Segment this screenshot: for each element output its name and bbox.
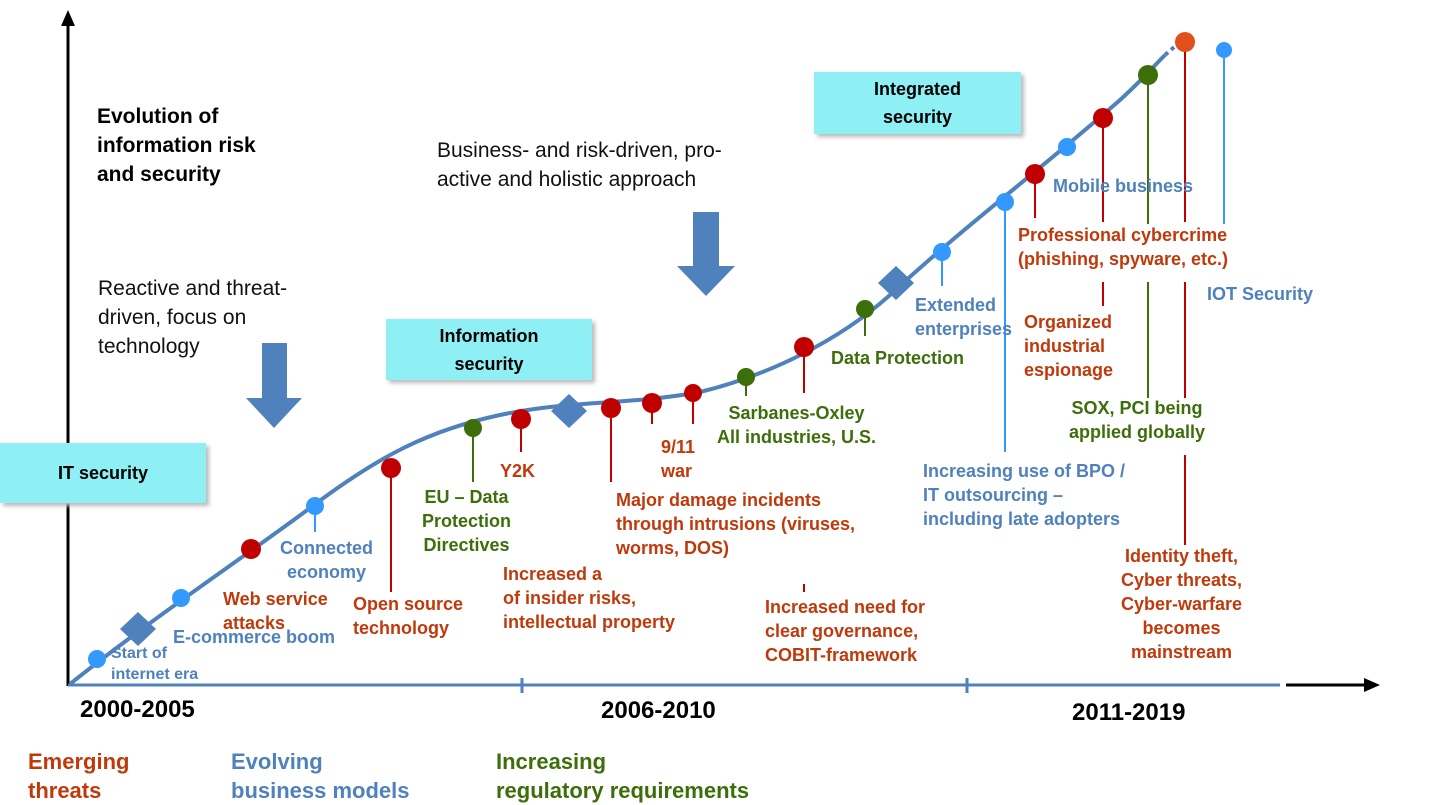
event-label-sox-pci: SOX, PCI being applied globally [1069, 398, 1206, 442]
event-label-governance: Increased need for clear governance, COB… [765, 597, 926, 665]
event-marker-y2k [511, 409, 531, 429]
event-label-bpo: Increasing use of BPO / IT outsourcing –… [923, 461, 1126, 529]
event-marker-911 [684, 384, 702, 402]
event-label-professional-cybercrime: Professional cybercrime (phishing, spywa… [1018, 225, 1229, 269]
diagram-title: Evolution of information risk and securi… [97, 105, 256, 186]
event-label-start-internet: Start of internet era [111, 645, 199, 683]
down-arrow-reactive [246, 343, 302, 428]
phase-box-information-security: Information security [386, 319, 592, 380]
event-marker-sarbanes [737, 368, 755, 386]
event-label-eu-data: EU – Data Protection Directives [422, 487, 512, 555]
legend-increasing-regulatory: Increasing regulatory requirements [496, 749, 750, 803]
evolution-curve [68, 53, 1167, 686]
event-label-ecommerce: E-commerce boom [173, 627, 336, 647]
event-marker-iot [1216, 42, 1232, 58]
period-label-2000-2005: 2000-2005 [80, 696, 195, 723]
event-marker-eu-data [464, 419, 482, 437]
event-label-major-damage: Major damage incidents through intrusion… [616, 490, 856, 558]
phase-marker-diamond [120, 612, 156, 646]
event-label-y2k: Y2K [500, 461, 536, 481]
event-label-iot-security: IOT Security [1207, 284, 1314, 304]
event-marker-governance [794, 337, 814, 357]
down-arrow-business [677, 212, 735, 296]
business-approach-text: Business- and risk-driven, pro- active a… [437, 139, 722, 191]
event-marker-extended-enterprises [933, 243, 951, 261]
event-marker-espionage [1093, 108, 1113, 128]
event-label-data-protection: Data Protection [831, 348, 965, 368]
event-label-connected-economy: Connected economy [280, 538, 374, 582]
event-label-nine-eleven: 9/11 war [661, 437, 696, 481]
phase-marker-diamond [551, 394, 587, 428]
event-label-extended-enterprises: Extended enterprises [915, 295, 1013, 339]
event-marker-connected-economy [306, 497, 324, 515]
event-marker-pro-cybercrime [1025, 164, 1045, 184]
event-marker-data-protection [856, 300, 874, 318]
x-axis-arrowhead [1364, 678, 1380, 692]
event-label-open-source: Open source technology [353, 594, 464, 638]
event-marker-start-internet [88, 650, 106, 668]
phase-box-integrated-security: Integrated security [814, 72, 1021, 134]
reactive-approach-text: Reactive and threat- driven, focus on te… [98, 277, 288, 358]
period-label-2011-2019: 2011-2019 [1072, 699, 1186, 726]
legend-emerging-threats: Emerging threats [28, 749, 130, 803]
event-label-sarbanes-oxley: Sarbanes-Oxley All industries, U.S. [717, 403, 877, 447]
phase-box-it-security: IT security [0, 443, 206, 503]
event-marker-sox-pci [1138, 65, 1158, 85]
event-label-mobile-business: Mobile business [1053, 176, 1194, 196]
event-label-identity-theft: Identity theft, Cyber threats, Cyber-war… [1121, 546, 1243, 662]
event-marker-major-damage [642, 393, 662, 413]
event-marker-mobile-business [1058, 138, 1076, 156]
period-label-2006-2010: 2006-2010 [601, 697, 716, 724]
phase-marker-diamond [878, 266, 914, 300]
event-marker-bpo [996, 193, 1014, 211]
event-marker-ecommerce [172, 589, 190, 607]
legend-evolving-business-models: Evolving business models [231, 749, 410, 803]
event-marker-insider [601, 398, 621, 418]
event-marker-web-attacks [241, 539, 261, 559]
event-marker-identity-theft [1175, 32, 1195, 52]
y-axis-arrowhead [61, 10, 75, 26]
event-marker-open-source [381, 458, 401, 478]
event-label-web-service-attacks: Web service attacks [223, 589, 328, 633]
event-label-organized-espionage: Organized industrial espionage [1024, 312, 1114, 380]
event-label-insider-risks: Increased a of insider risks, intellectu… [503, 564, 676, 632]
